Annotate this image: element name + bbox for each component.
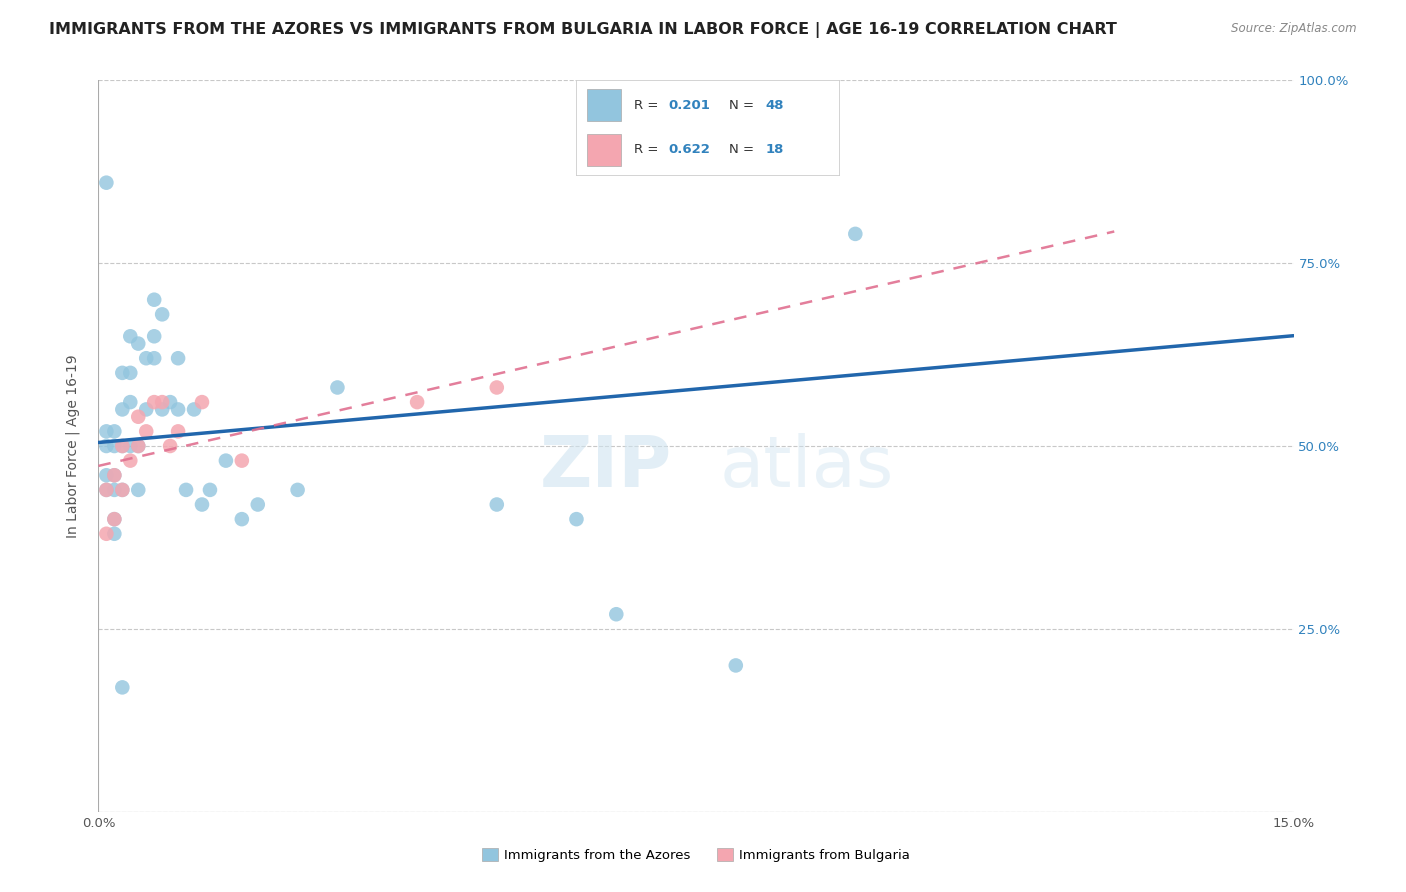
Point [127, 483, 149, 497]
FancyBboxPatch shape [586, 134, 621, 166]
Point [103, 483, 125, 497]
Point [159, 395, 181, 409]
Point [96, 439, 118, 453]
Point [198, 483, 221, 497]
Point [143, 395, 166, 409]
Text: 18: 18 [766, 144, 785, 156]
FancyBboxPatch shape [586, 89, 621, 121]
Point [167, 425, 190, 439]
Point [111, 681, 134, 695]
Point [96, 425, 118, 439]
Point [111, 439, 134, 453]
Point [143, 293, 166, 307]
Point [215, 453, 238, 467]
Point [120, 439, 142, 453]
Point [287, 483, 309, 497]
Point [127, 439, 149, 453]
Point [191, 498, 214, 512]
Point [103, 512, 125, 526]
Point [103, 526, 125, 541]
Point [159, 439, 181, 453]
Point [103, 439, 125, 453]
Text: Source: ZipAtlas.com: Source: ZipAtlas.com [1232, 22, 1357, 36]
Point [120, 395, 142, 409]
Point [111, 366, 134, 380]
Text: 0.201: 0.201 [668, 98, 710, 112]
Point [167, 402, 190, 417]
Text: R =: R = [634, 98, 662, 112]
Point [127, 439, 149, 453]
Point [96, 483, 118, 497]
Point [103, 468, 125, 483]
Point [103, 425, 125, 439]
Point [167, 351, 190, 366]
Point [135, 402, 157, 417]
Point [103, 468, 125, 483]
Point [143, 351, 166, 366]
Point [111, 483, 134, 497]
Text: ZIP: ZIP [540, 434, 672, 502]
Point [103, 512, 125, 526]
Point [96, 483, 118, 497]
Point [96, 468, 118, 483]
Point [246, 498, 269, 512]
Point [127, 336, 149, 351]
Point [485, 380, 508, 394]
Text: R =: R = [634, 144, 662, 156]
Point [605, 607, 627, 622]
Y-axis label: In Labor Force | Age 16-19: In Labor Force | Age 16-19 [65, 354, 80, 538]
Point [844, 227, 866, 241]
Text: IMMIGRANTS FROM THE AZORES VS IMMIGRANTS FROM BULGARIA IN LABOR FORCE | AGE 16-1: IMMIGRANTS FROM THE AZORES VS IMMIGRANTS… [49, 22, 1118, 38]
Legend: Immigrants from the Azores, Immigrants from Bulgaria: Immigrants from the Azores, Immigrants f… [477, 843, 915, 867]
Point [724, 658, 747, 673]
Point [120, 453, 142, 467]
Point [150, 402, 173, 417]
Text: 0.622: 0.622 [668, 144, 710, 156]
Point [485, 498, 508, 512]
Point [135, 425, 157, 439]
Point [120, 329, 142, 343]
Point [1123, 66, 1146, 80]
Point [150, 307, 173, 321]
Point [96, 176, 118, 190]
Point [231, 453, 253, 467]
Text: atlas: atlas [720, 434, 894, 502]
Text: 48: 48 [766, 98, 785, 112]
Point [150, 395, 173, 409]
Point [120, 366, 142, 380]
Text: N =: N = [728, 144, 758, 156]
Point [127, 409, 149, 424]
Point [96, 526, 118, 541]
Text: N =: N = [728, 98, 758, 112]
Point [111, 483, 134, 497]
Point [143, 329, 166, 343]
Point [565, 512, 588, 526]
Point [406, 395, 429, 409]
Point [111, 402, 134, 417]
Point [135, 351, 157, 366]
Point [111, 439, 134, 453]
Point [326, 380, 349, 394]
Point [183, 402, 205, 417]
Point [174, 483, 197, 497]
Point [231, 512, 253, 526]
Point [191, 395, 214, 409]
